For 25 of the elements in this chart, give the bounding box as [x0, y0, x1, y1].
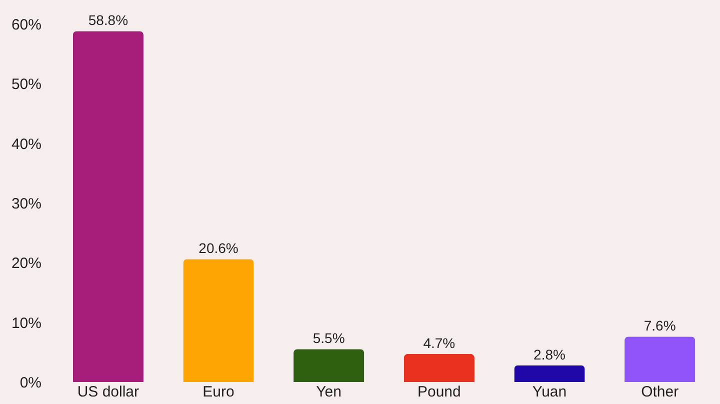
x-tick-label: Other [641, 384, 679, 400]
data-label: 20.6% [198, 240, 238, 256]
x-tick-label: Yen [316, 384, 342, 400]
bar [514, 365, 585, 382]
y-tick-label: 0% [20, 374, 42, 392]
data-label: 7.6% [644, 318, 676, 334]
x-tick-label: Pound [417, 384, 461, 400]
x-tick-label: US dollar [77, 384, 140, 400]
x-tick-label: Euro [202, 384, 234, 400]
y-tick-label: 30% [11, 196, 42, 212]
bar [404, 354, 474, 382]
data-label: 5.5% [312, 330, 345, 346]
x-tick-label: Yuan [532, 384, 567, 400]
data-label: 4.7% [423, 334, 456, 351]
data-label: 58.8% [88, 12, 128, 28]
data-label: 2.8% [534, 346, 566, 362]
bar [294, 349, 364, 382]
y-tick-label: 10% [11, 314, 42, 332]
y-tick-label: 50% [11, 76, 42, 94]
bar [624, 336, 696, 382]
y-tick-label: 20% [11, 255, 42, 272]
bar [183, 259, 254, 382]
y-tick-label: 40% [11, 136, 42, 153]
bar [72, 31, 144, 382]
y-tick-label: 60% [11, 16, 42, 34]
